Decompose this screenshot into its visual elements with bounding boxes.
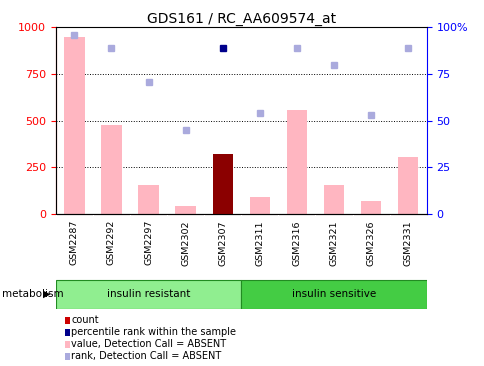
Title: GDS161 / RC_AA609574_at: GDS161 / RC_AA609574_at [147, 12, 335, 26]
Text: GSM2297: GSM2297 [144, 220, 153, 265]
Bar [249, 197, 270, 214]
Text: percentile rank within the sample: percentile rank within the sample [71, 327, 236, 337]
Text: value, Detection Call = ABSENT: value, Detection Call = ABSENT [71, 339, 226, 350]
Bar [397, 157, 418, 214]
Text: insulin sensitive: insulin sensitive [291, 289, 376, 299]
Text: insulin resistant: insulin resistant [106, 289, 190, 299]
Text: GSM2292: GSM2292 [106, 220, 116, 265]
Text: GSM2307: GSM2307 [218, 220, 227, 266]
Text: GSM2287: GSM2287 [70, 220, 79, 265]
Bar [323, 185, 344, 214]
Bar [138, 185, 158, 214]
Bar [175, 206, 196, 214]
Text: ▶: ▶ [43, 289, 51, 299]
Text: GSM2316: GSM2316 [292, 220, 301, 266]
Text: count: count [71, 315, 99, 325]
Bar [286, 109, 306, 214]
Bar [360, 201, 380, 214]
Text: rank, Detection Call = ABSENT: rank, Detection Call = ABSENT [71, 351, 221, 362]
Text: GSM2321: GSM2321 [329, 220, 338, 266]
Bar [212, 154, 232, 214]
Bar [64, 37, 84, 214]
Text: GSM2331: GSM2331 [403, 220, 412, 266]
Text: GSM2302: GSM2302 [181, 220, 190, 266]
Text: GSM2311: GSM2311 [255, 220, 264, 266]
Bar [56, 280, 241, 309]
Bar [241, 280, 426, 309]
Text: GSM2326: GSM2326 [366, 220, 375, 266]
Text: metabolism: metabolism [2, 289, 64, 299]
Bar [101, 124, 121, 214]
